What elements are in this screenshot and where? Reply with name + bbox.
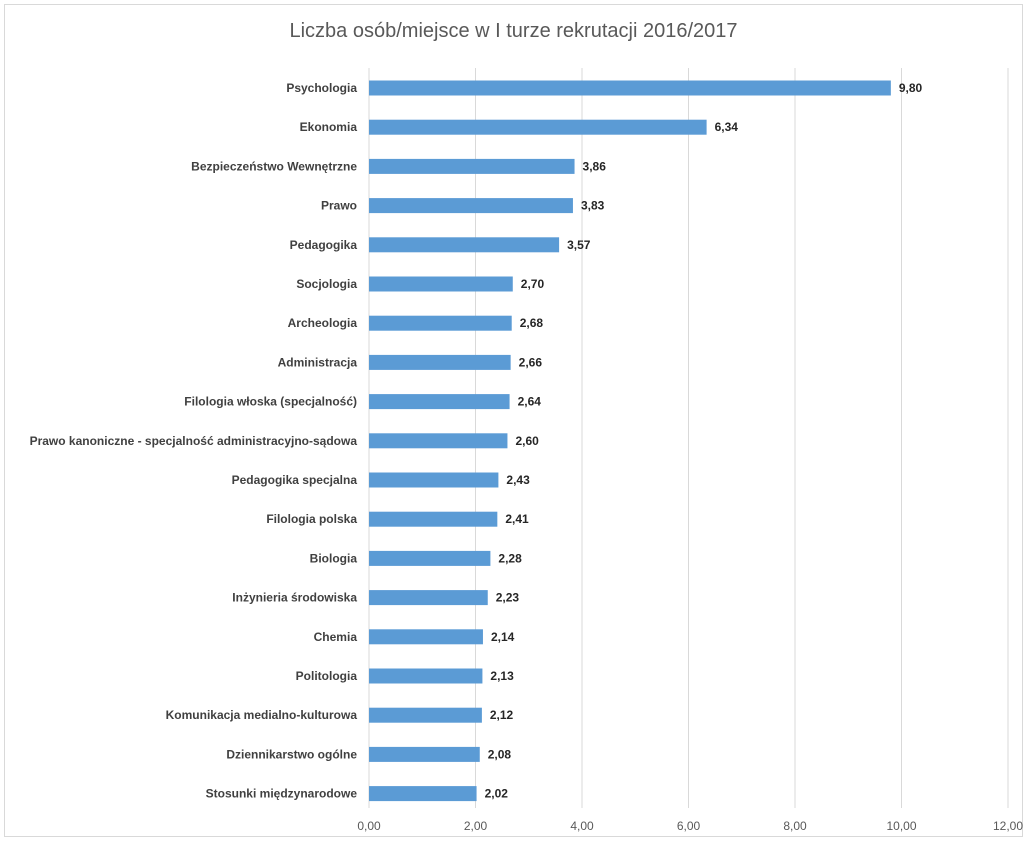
category-label: Pedagogika — [290, 238, 358, 252]
bar — [369, 629, 483, 645]
bar — [369, 354, 511, 370]
bar — [369, 237, 560, 253]
value-label: 6,34 — [715, 120, 739, 134]
value-label: 2,68 — [520, 316, 544, 330]
bar — [369, 158, 575, 174]
x-tick-label: 12,00 — [993, 819, 1023, 833]
category-label: Filologia włoska (specjalność) — [184, 395, 357, 409]
x-tick-label: 4,00 — [570, 819, 594, 833]
value-label: 3,86 — [583, 159, 607, 173]
value-label: 2,60 — [515, 434, 539, 448]
category-label: Komunikacja medialno-kulturowa — [166, 708, 358, 722]
value-label: 3,83 — [581, 199, 605, 213]
value-label: 2,64 — [518, 395, 542, 409]
category-label: Politologia — [296, 669, 358, 683]
bar — [369, 590, 488, 606]
value-label: 9,80 — [899, 81, 923, 95]
category-label: Prawo kanoniczne - specjalność administr… — [30, 434, 358, 448]
category-label: Dziennikarstwo ogólne — [226, 747, 357, 761]
category-label: Stosunki międzynarodowe — [206, 787, 358, 801]
bar — [369, 80, 891, 96]
value-label: 2,23 — [496, 591, 520, 605]
bar — [369, 315, 512, 331]
bar — [369, 668, 483, 684]
bar — [369, 119, 707, 135]
value-label: 2,41 — [505, 512, 529, 526]
category-label: Bezpieczeństwo Wewnętrzne — [191, 159, 357, 173]
category-label: Psychologia — [286, 81, 357, 95]
value-label: 2,12 — [490, 708, 514, 722]
value-label: 2,43 — [506, 473, 530, 487]
bar — [369, 276, 513, 292]
category-label: Inżynieria środowiska — [232, 591, 357, 605]
x-tick-label: 6,00 — [677, 819, 701, 833]
bar — [369, 198, 573, 214]
category-label: Ekonomia — [300, 120, 358, 134]
bar — [369, 707, 482, 723]
x-tick-label: 2,00 — [464, 819, 488, 833]
value-label: 2,28 — [498, 551, 522, 565]
bar — [369, 550, 491, 566]
category-label: Biologia — [310, 551, 358, 565]
category-label: Administracja — [278, 355, 358, 369]
value-label: 2,08 — [488, 747, 512, 761]
x-tick-label: 10,00 — [886, 819, 916, 833]
category-label: Pedagogika specjalna — [232, 473, 358, 487]
chart-title: Liczba osób/miejsce w I turze rekrutacji… — [289, 20, 738, 42]
chart-frame — [4, 4, 1023, 837]
x-tick-label: 0,00 — [357, 819, 381, 833]
category-label: Filologia polska — [266, 512, 357, 526]
bar — [369, 433, 508, 449]
category-label: Archeologia — [288, 316, 358, 330]
bar — [369, 511, 498, 527]
bar — [369, 746, 480, 762]
category-label: Socjologia — [296, 277, 357, 291]
value-label: 2,66 — [519, 355, 543, 369]
bar — [369, 472, 499, 488]
x-tick-label: 8,00 — [783, 819, 807, 833]
bar — [369, 394, 510, 410]
value-label: 2,70 — [521, 277, 545, 291]
category-label: Prawo — [321, 199, 357, 213]
category-label: Chemia — [314, 630, 358, 644]
value-label: 2,13 — [490, 669, 514, 683]
value-label: 2,02 — [485, 787, 509, 801]
value-label: 2,14 — [491, 630, 515, 644]
bar — [369, 786, 477, 802]
value-label: 3,57 — [567, 238, 591, 252]
